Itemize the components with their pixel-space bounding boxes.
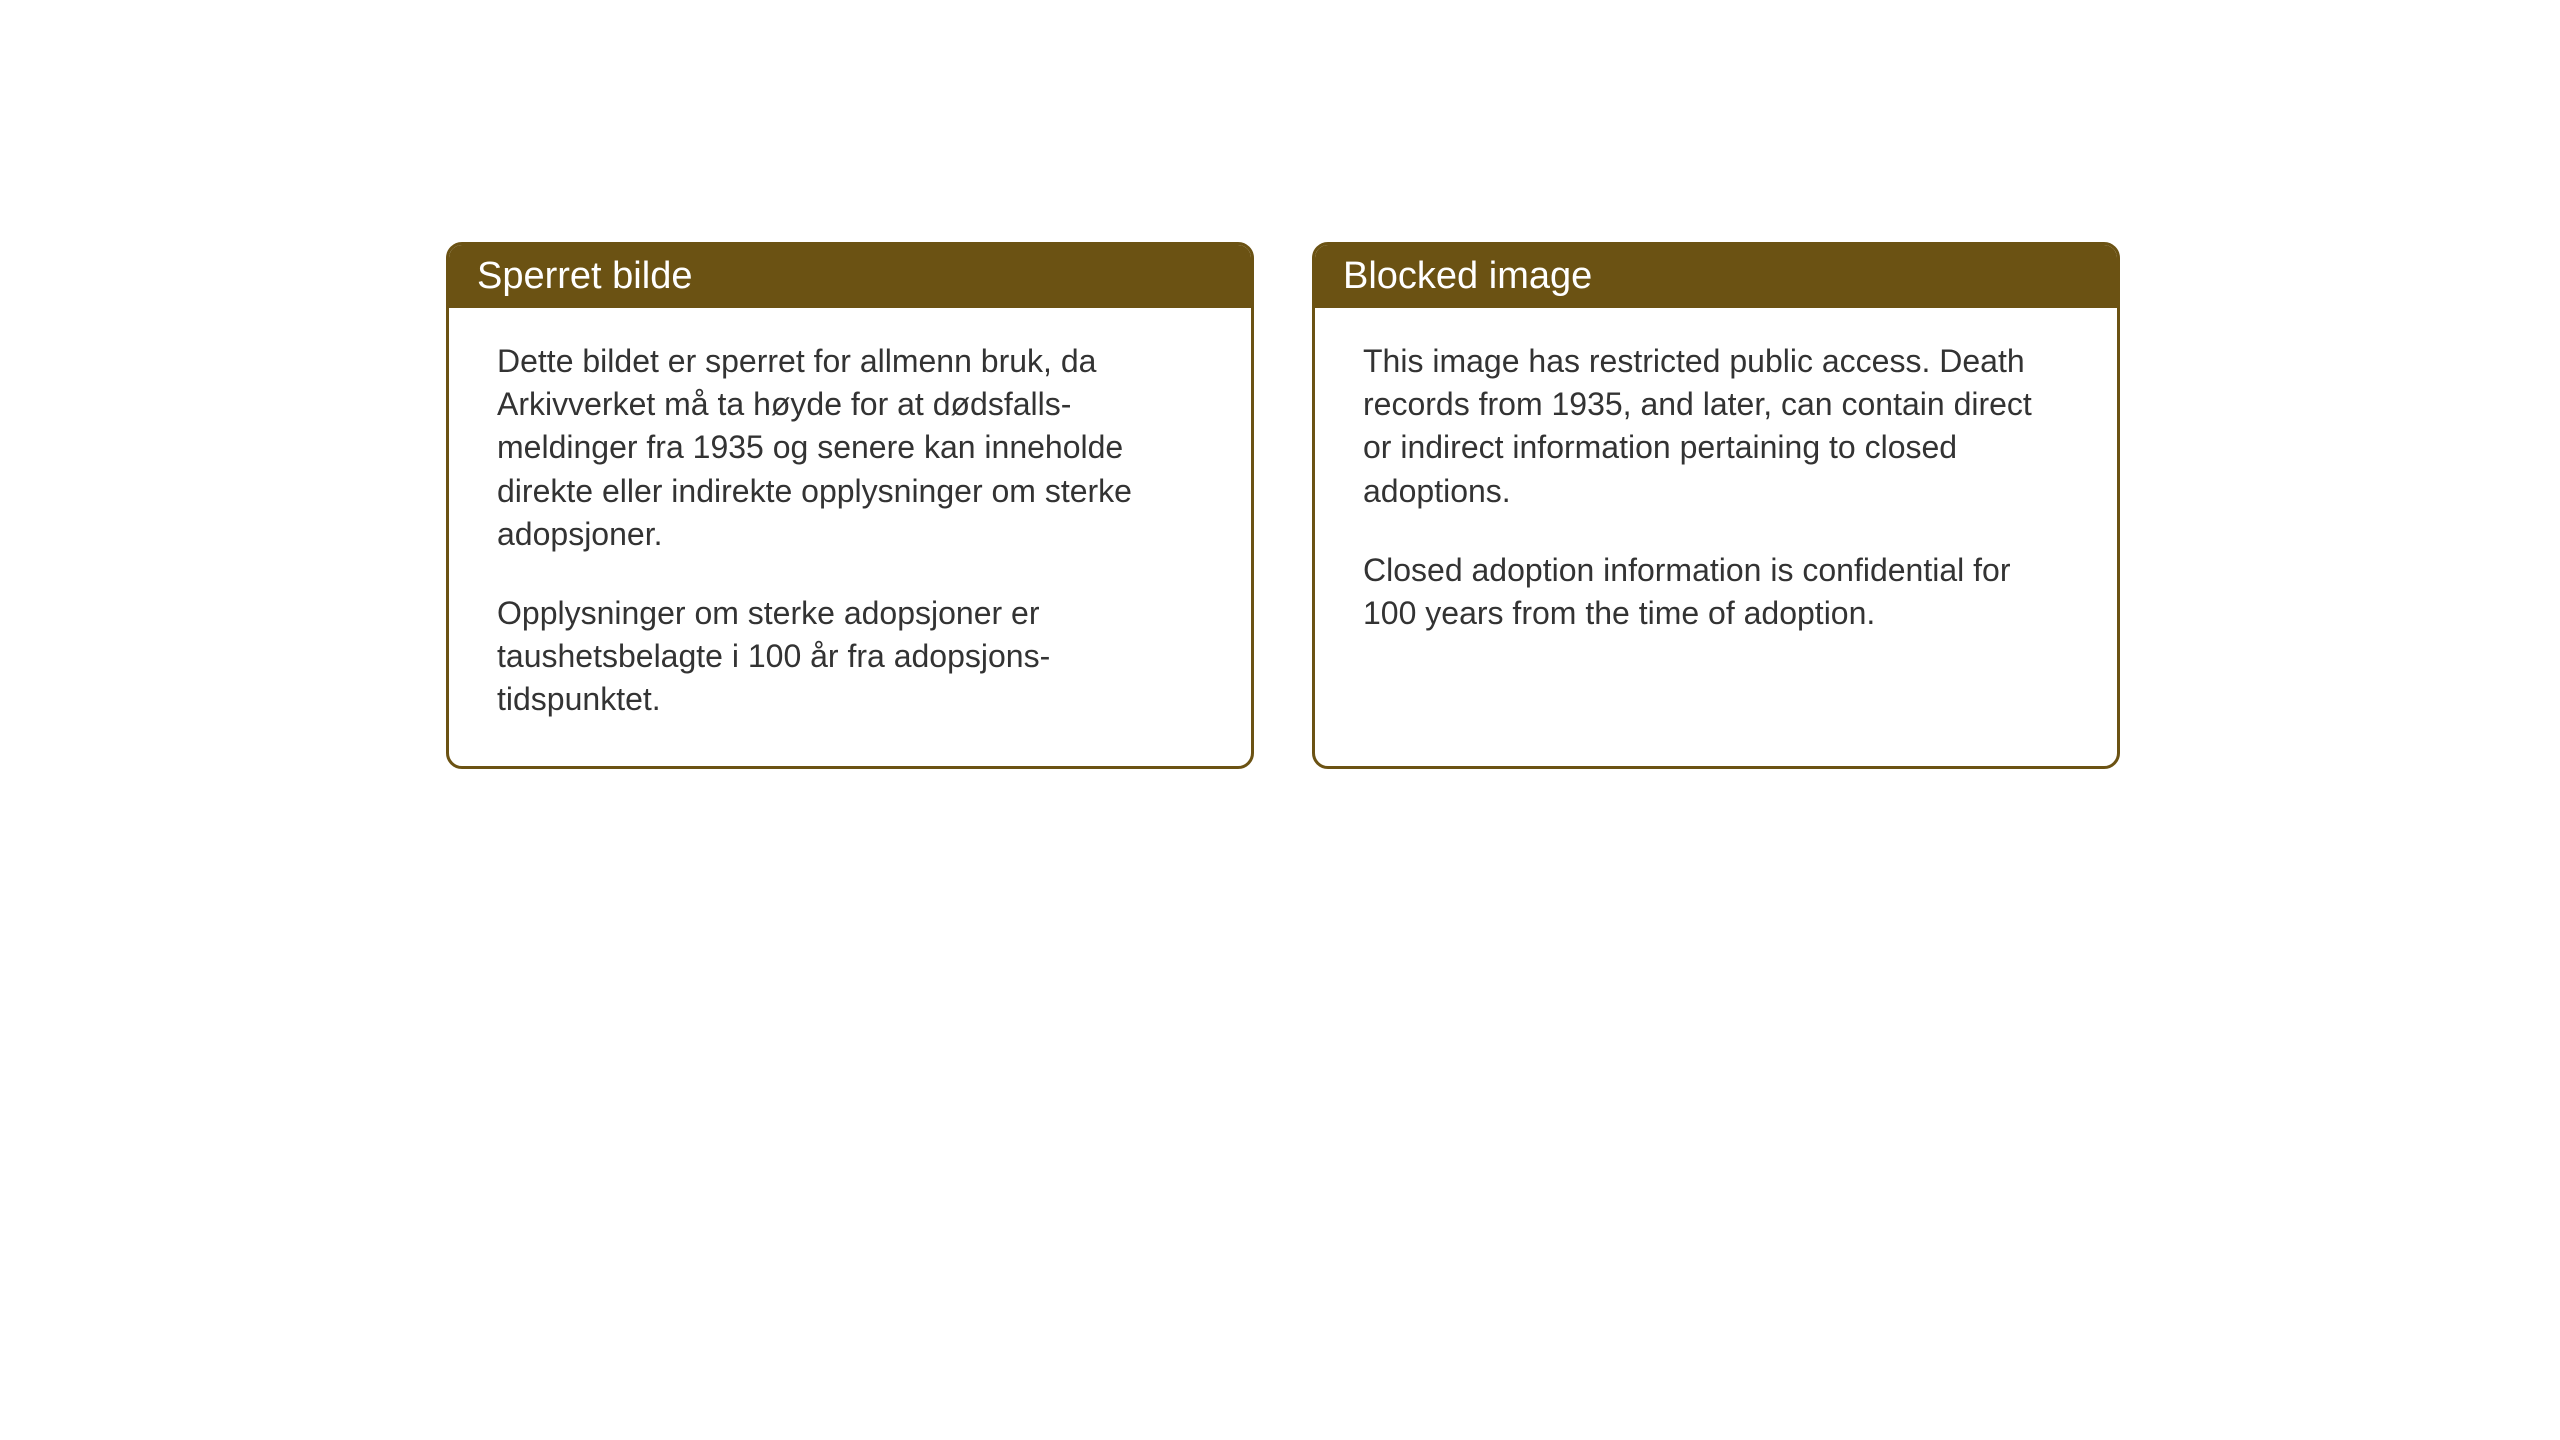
notice-paragraph-1-norwegian: Dette bildet er sperret for allmenn bruk… xyxy=(497,340,1203,556)
notice-card-norwegian: Sperret bilde Dette bildet er sperret fo… xyxy=(446,242,1254,769)
notice-body-english: This image has restricted public access.… xyxy=(1315,308,2117,679)
notice-container: Sperret bilde Dette bildet er sperret fo… xyxy=(446,242,2120,769)
notice-card-english: Blocked image This image has restricted … xyxy=(1312,242,2120,769)
notice-body-norwegian: Dette bildet er sperret for allmenn bruk… xyxy=(449,308,1251,766)
notice-paragraph-2-english: Closed adoption information is confident… xyxy=(1363,549,2069,635)
notice-header-english: Blocked image xyxy=(1315,245,2117,308)
notice-title-norwegian: Sperret bilde xyxy=(477,255,692,297)
notice-paragraph-2-norwegian: Opplysninger om sterke adopsjoner er tau… xyxy=(497,592,1203,722)
notice-header-norwegian: Sperret bilde xyxy=(449,245,1251,308)
notice-title-english: Blocked image xyxy=(1343,255,1592,297)
notice-paragraph-1-english: This image has restricted public access.… xyxy=(1363,340,2069,513)
